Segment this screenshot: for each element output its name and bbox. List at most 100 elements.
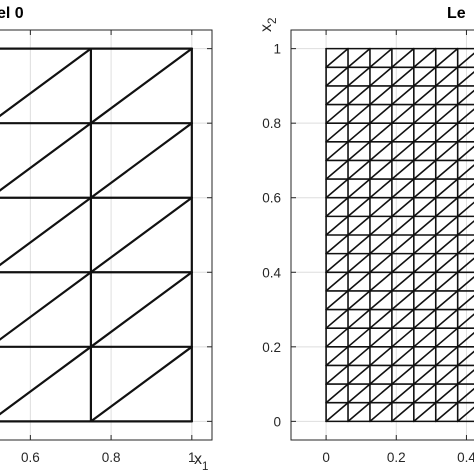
mesh-edge-diagonal: [325, 327, 349, 348]
mesh-edge-diagonal: [434, 196, 459, 218]
mesh-edge-diagonal: [325, 122, 349, 143]
mesh-edge-diagonal: [391, 66, 415, 87]
mesh-edge-diagonal: [413, 401, 437, 423]
mesh-edge-diagonal: [456, 220, 474, 236]
mesh-edge-diagonal: [456, 145, 474, 162]
mesh-edge-diagonal: [369, 252, 393, 274]
y-tick-label: 0.2: [262, 340, 281, 355]
mesh-edge-diagonal: [369, 141, 393, 162]
mesh-edge-diagonal: [391, 364, 415, 385]
left-mesh: [0, 47, 193, 423]
mesh-edge-diagonal: [391, 383, 415, 404]
mesh-edge-diagonal: [369, 308, 393, 329]
mesh-edge-diagonal: [347, 141, 371, 162]
mesh-edge-diagonal: [456, 52, 474, 69]
mesh-edge-diagonal: [413, 215, 437, 236]
mesh-edge-diagonal: [369, 364, 393, 385]
mesh-edge-diagonal: [434, 327, 459, 348]
mesh-edge-diagonal: [434, 66, 459, 87]
mesh-edge-diagonal: [456, 182, 474, 199]
right-x-ticks: 0 0.2 0.4: [322, 30, 474, 465]
mesh-edge-diagonal: [456, 275, 474, 292]
mesh-edge-diagonal: [325, 364, 349, 385]
mesh-edge-diagonal: [434, 178, 459, 199]
mesh-edge-diagonal: [413, 290, 437, 311]
mesh-edge-diagonal: [391, 178, 415, 199]
mesh-edge-diagonal: [456, 313, 474, 329]
mesh-edge-diagonal: [325, 103, 349, 124]
left-axes-background: [0, 30, 212, 440]
mesh-edge-diagonal: [325, 85, 349, 106]
mesh-edge-diagonal: [413, 85, 437, 106]
mesh-edge-diagonal: [369, 271, 393, 292]
mesh-edge-diagonal: [347, 85, 371, 106]
mesh-edge-diagonal: [391, 122, 415, 143]
mesh-edge-diagonal: [369, 346, 393, 367]
mesh-edge-diagonal: [391, 47, 415, 69]
mesh-edge-diagonal: [369, 85, 393, 106]
mesh-edge-diagonal: [434, 290, 459, 311]
mesh-edge-diagonal: [413, 159, 437, 180]
mesh-edge-diagonal: [347, 159, 371, 180]
mesh-edge-diagonal: [347, 178, 371, 199]
mesh-edge-diagonal: [369, 327, 393, 348]
left-x-label-subscript: 1: [202, 461, 208, 473]
x-tick-label: 0.4: [457, 450, 474, 465]
mesh-edge-diagonal: [325, 178, 349, 199]
mesh-edge-diagonal: [347, 401, 371, 423]
mesh-edge-diagonal: [456, 350, 474, 367]
mesh-edge-diagonal: [456, 331, 474, 348]
mesh-edge-diagonal: [347, 290, 371, 311]
mesh-edge-diagonal: [456, 126, 474, 143]
mesh-edge-diagonal: [391, 103, 415, 124]
mesh-edge-diagonal: [325, 401, 349, 423]
mesh-edge-diagonal: [369, 196, 393, 218]
y-tick-label: 0: [273, 414, 281, 429]
mesh-edge-diagonal: [413, 252, 437, 274]
mesh-edge-diagonal: [347, 364, 371, 385]
mesh-edge-diagonal: [369, 66, 393, 87]
right-panel: 0 0.2 0.4 0 0.2 0.4 0.6 0.8 1 Le x2: [258, 5, 474, 465]
mesh-edge-diagonal: [369, 103, 393, 124]
y-tick-label: 1: [273, 42, 281, 57]
x-tick-label: 0: [322, 450, 330, 465]
mesh-edge-diagonal: [369, 122, 393, 143]
mesh-edge-diagonal: [369, 178, 393, 199]
mesh-edge-diagonal: [434, 215, 459, 236]
mesh-edge-diagonal: [391, 271, 415, 292]
right-y-label-subscript: 2: [267, 18, 279, 24]
mesh-edge-diagonal: [391, 346, 415, 367]
mesh-edge-diagonal: [434, 85, 459, 106]
mesh-edge-diagonal: [347, 47, 371, 69]
left-panel: 0.6 0.8 1 el 0 x1: [0, 5, 213, 473]
mesh-edge-diagonal: [369, 401, 393, 423]
mesh-edge-diagonal: [456, 70, 474, 87]
mesh-edge-diagonal: [434, 234, 459, 255]
mesh-edge-diagonal: [325, 141, 349, 162]
mesh-edge-diagonal: [369, 159, 393, 180]
mesh-edge-diagonal: [413, 122, 437, 143]
mesh-edge-diagonal: [325, 271, 349, 292]
mesh-edge-diagonal: [325, 346, 349, 367]
x-tick-label: 0.6: [21, 450, 40, 465]
mesh-edge-diagonal: [413, 141, 437, 162]
mesh-edge-diagonal: [391, 252, 415, 274]
mesh-edge-diagonal: [413, 47, 437, 69]
mesh-edge-diagonal: [434, 122, 459, 143]
mesh-edge-diagonal: [347, 122, 371, 143]
y-tick-label: 0.8: [262, 116, 281, 131]
mesh-edge-diagonal: [347, 383, 371, 404]
right-title: Le: [447, 5, 466, 22]
mesh-edge-diagonal: [391, 401, 415, 423]
mesh-edge-diagonal: [369, 47, 393, 69]
mesh-edge-diagonal: [325, 383, 349, 404]
mesh-edge-diagonal: [456, 387, 474, 404]
y-tick-label: 0.4: [262, 265, 281, 280]
mesh-edge-diagonal: [413, 271, 437, 292]
mesh-edge-diagonal: [434, 308, 459, 329]
mesh-edge-diagonal: [369, 215, 393, 236]
mesh-edge-diagonal: [413, 346, 437, 367]
mesh-edge-diagonal: [325, 196, 349, 218]
right-y-label: x2: [258, 18, 279, 32]
mesh-edge-diagonal: [456, 164, 474, 180]
